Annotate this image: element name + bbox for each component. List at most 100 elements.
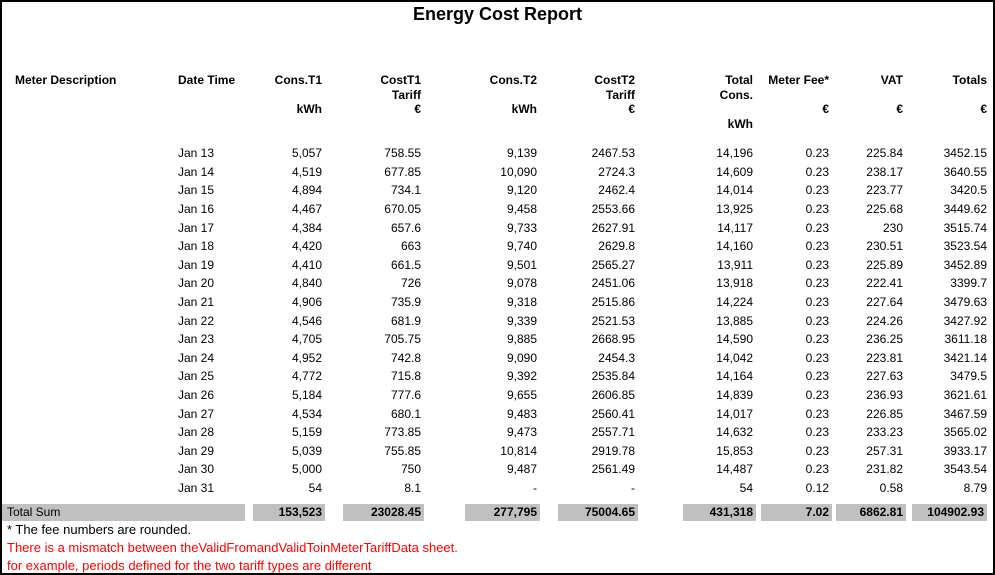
header-line: CostT1 [380, 73, 421, 87]
cell-total-cons: 54 [739, 480, 753, 495]
cell-meter-fee: 0.23 [805, 443, 829, 458]
cell-totals: 3449.62 [943, 202, 987, 217]
cell-vat: 227.64 [866, 295, 903, 310]
cell-cons-t2: 9,090 [506, 350, 537, 365]
cell-meter-description [2, 237, 170, 256]
cell-cost-t2-tariff: 2560.41 [591, 406, 635, 421]
cell-cons-t1: 5,057 [291, 146, 322, 161]
cell-totals: 3523.54 [943, 239, 987, 254]
header-line: € [414, 102, 421, 116]
header-line: Cons.T2 [489, 73, 537, 87]
header-line [540, 117, 635, 132]
cell-vat: 257.31 [866, 443, 903, 458]
cell-totals: 3399.7 [950, 276, 987, 291]
cell-total-cons: 14,014 [716, 183, 753, 198]
cell-cost-t1-tariff: 681.9 [390, 313, 421, 328]
col-header-totals: Totals € [906, 73, 993, 131]
header-line [424, 117, 537, 132]
cell-cost-t2-tariff: 2467.53 [591, 146, 635, 161]
cell-meter-fee: 0.23 [805, 202, 829, 217]
cell-cons-t1: 5,184 [291, 388, 322, 403]
cell-cost-t2-tariff: 2451.06 [591, 276, 635, 291]
header-line: Cons.T1 [274, 73, 322, 87]
table-row: Jan 16 4,467 670.05 9,458 2553.66 13,925 0.23 2… [2, 200, 993, 219]
cell-cost-t2-tariff: - [631, 480, 635, 495]
cell-cost-t2-tariff: 2454.3 [598, 350, 635, 365]
cell-total-cons: 14,224 [716, 295, 753, 310]
cell-cost-t1-tariff: 750 [400, 462, 421, 477]
col-header-meter-fee: Meter Fee* € [756, 73, 832, 131]
cell-totals: 3452.15 [943, 146, 987, 161]
cell-vat: 236.25 [866, 332, 903, 347]
cell-cons-t2: 9,885 [506, 332, 537, 347]
table-row: Jan 18 4,420 663 9,740 2629.8 14,160 0.23 230.5… [2, 237, 993, 256]
cell-vat: 231.82 [866, 462, 903, 477]
cell-cons-t2: 9,740 [506, 239, 537, 254]
cell-cons-t2: 9,487 [506, 462, 537, 477]
cell-vat: 0.58 [879, 480, 903, 495]
header-line: Meter Fee* [768, 73, 829, 87]
cell-vat: 230.51 [866, 239, 903, 254]
header-line: VAT [880, 73, 903, 87]
cell-cons-t1: 4,534 [291, 406, 322, 421]
cell-meter-fee: 0.23 [805, 369, 829, 384]
total-cell-cost-t2-tariff: 75004.65 [540, 504, 638, 522]
cell-meter-fee: 0.23 [805, 313, 829, 328]
cell-meter-description [2, 181, 170, 200]
cell-total-cons: 13,885 [716, 313, 753, 328]
total-cell-total-cons: 431,318 [638, 504, 756, 522]
cell-totals: 8.79 [963, 480, 987, 495]
cell-meter-description [2, 349, 170, 368]
total-value-band: 431,318 [683, 504, 756, 522]
cell-meter-description [2, 479, 170, 498]
cell-date-time: Jan 30 [178, 462, 215, 477]
cell-total-cons: 13,911 [717, 257, 753, 272]
cell-date-time: Jan 18 [178, 239, 215, 254]
cell-total-cons: 14,196 [716, 146, 753, 161]
cell-totals: 3421.14 [943, 350, 987, 365]
cell-total-cons: 13,925 [716, 202, 753, 217]
cell-totals: 3420.5 [950, 183, 987, 198]
table-row: Jan 30 5,000 750 9,487 2561.49 14,487 0.23 231.… [2, 460, 993, 479]
cell-cost-t1-tariff: 715.8 [390, 369, 421, 384]
total-sum-row: Total Sum 153,523 23028.45 277,795 75004.65 4… [2, 504, 993, 522]
table-body: Jan 13 5,057 758.55 9,139 2467.53 14,196 0.23 2… [2, 131, 993, 522]
col-header-total-cons: Total Cons. kWh [638, 73, 756, 131]
cell-total-cons: 14,609 [716, 164, 753, 179]
cell-cons-t1: 4,420 [291, 239, 322, 254]
cell-meter-fee: 0.23 [805, 462, 829, 477]
cell-cons-t2: 9,078 [506, 276, 537, 291]
header-line [756, 117, 829, 132]
cell-totals: 3621.61 [943, 388, 987, 403]
cell-date-time: Jan 22 [178, 313, 215, 328]
cell-cons-t2: 9,339 [506, 313, 537, 328]
cell-cons-t1: 4,906 [291, 295, 322, 310]
cell-date-time: Jan 17 [178, 220, 215, 235]
header-line: Meter Description [15, 73, 117, 87]
cell-meter-fee: 0.23 [805, 406, 829, 421]
cell-date-time: Jan 25 [178, 369, 215, 384]
cell-cons-t2: 9,458 [506, 202, 537, 217]
cell-cost-t2-tariff: 2515.86 [591, 295, 635, 310]
cell-date-time: Jan 14 [178, 164, 215, 179]
col-header-cost-t1-tariff: CostT1 Tariff € [325, 73, 424, 131]
cell-cost-t1-tariff: 8.1 [404, 480, 421, 495]
cell-meter-description [2, 423, 170, 442]
total-value-band: 6862.81 [836, 504, 906, 522]
total-value-band: 23028.45 [343, 504, 424, 522]
header-line [756, 88, 829, 103]
cell-cost-t2-tariff: 2561.49 [591, 462, 635, 477]
cell-cons-t1: 4,467 [291, 202, 322, 217]
header-line [832, 88, 903, 103]
col-header-cons-t2: Cons.T2 kWh [424, 73, 540, 131]
cell-meter-description [2, 404, 170, 423]
cell-cost-t2-tariff: 2629.8 [598, 239, 635, 254]
cell-cons-t2: 10,814 [500, 443, 537, 458]
cell-cost-t2-tariff: 2521.53 [591, 313, 635, 328]
cell-cost-t2-tariff: 2462.4 [598, 183, 635, 198]
header-line [178, 117, 245, 132]
cell-totals: 3565.02 [943, 425, 987, 440]
header-line: CostT2 [594, 73, 635, 87]
cell-totals: 3611.18 [944, 332, 988, 347]
header-line [245, 117, 322, 132]
